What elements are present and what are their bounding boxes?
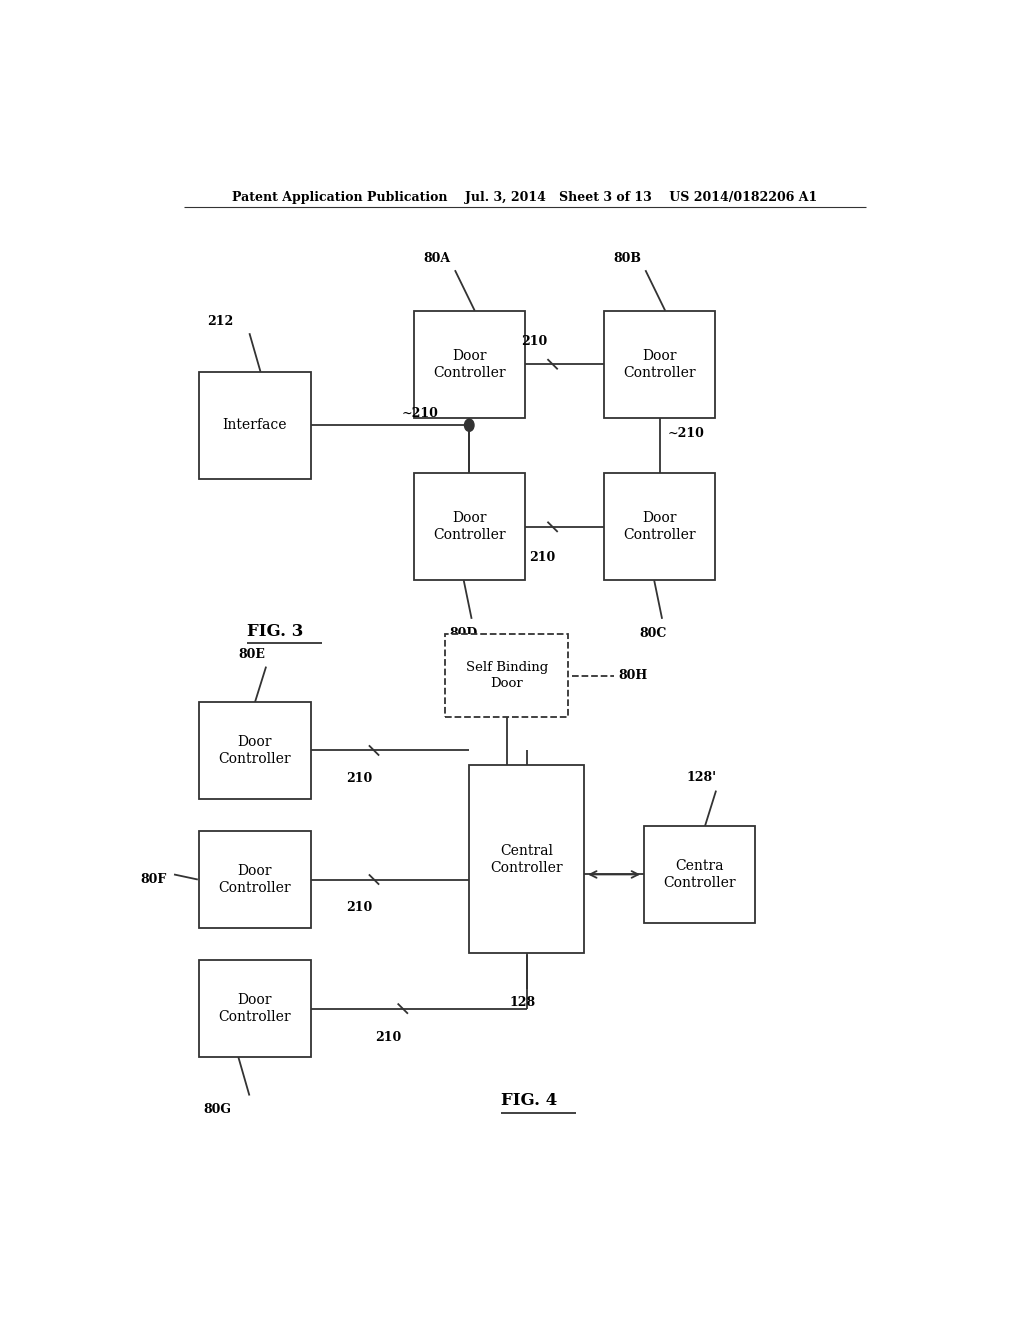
Text: Door
Controller: Door Controller [219,863,291,895]
Bar [200,832,310,928]
Bar [414,474,524,581]
Text: 128: 128 [509,995,536,1008]
Text: Door
Controller: Door Controller [433,348,506,380]
Text: 80F: 80F [140,873,167,886]
Text: Patent Application Publication    Jul. 3, 2014   Sheet 3 of 13    US 2014/018220: Patent Application Publication Jul. 3, 2… [232,190,817,203]
Bar [604,312,715,417]
Bar [200,961,310,1057]
Text: 80A: 80A [423,252,451,264]
Text: 210: 210 [375,1031,401,1044]
Text: 210: 210 [346,772,373,785]
Text: 210: 210 [528,550,555,564]
Bar [469,766,585,953]
Text: 210: 210 [346,902,373,915]
Text: 128': 128' [686,771,716,784]
Text: Centra
Controller: Centra Controller [664,859,735,890]
Bar [200,702,310,799]
Text: Central
Controller: Central Controller [490,843,563,875]
Bar [604,474,715,581]
Text: Self Binding
Door: Self Binding Door [466,661,548,690]
Text: Interface: Interface [223,418,287,432]
Text: Door
Controller: Door Controller [219,993,291,1024]
Text: 80B: 80B [613,252,642,264]
Text: Door
Controller: Door Controller [219,735,291,766]
Text: 212: 212 [207,314,233,327]
Text: Door
Controller: Door Controller [624,348,696,380]
Text: Door
Controller: Door Controller [433,511,506,543]
Text: Door
Controller: Door Controller [624,511,696,543]
Text: ~210: ~210 [668,426,705,440]
Text: 80D: 80D [450,627,477,640]
Text: 80E: 80E [239,648,265,661]
Text: 80H: 80H [618,669,648,682]
Text: ~210: ~210 [401,407,438,420]
Text: FIG. 3: FIG. 3 [247,623,303,639]
Text: 80G: 80G [204,1104,231,1117]
Text: 210: 210 [521,335,547,348]
Text: 80C: 80C [640,627,668,640]
Bar [200,372,310,479]
Bar [414,312,524,417]
Circle shape [465,420,474,432]
Bar [445,634,568,718]
Bar [644,826,755,923]
Text: FIG. 4: FIG. 4 [501,1092,557,1109]
